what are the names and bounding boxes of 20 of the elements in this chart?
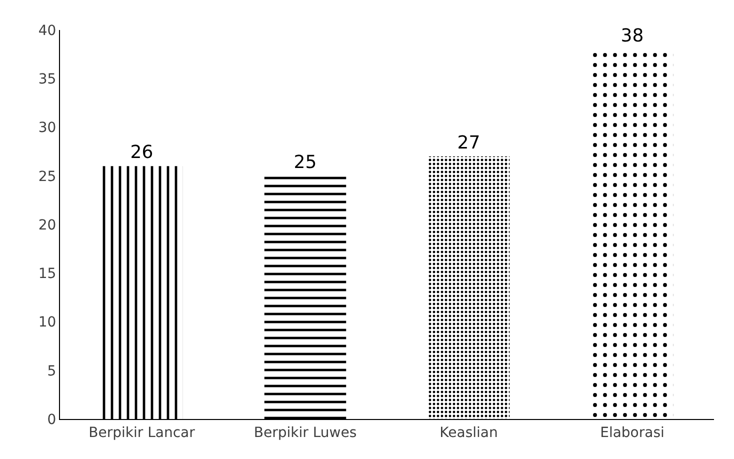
data-label: 25	[294, 152, 317, 173]
y-tick-label: 30	[38, 120, 56, 136]
y-tick-label: 15	[38, 266, 56, 282]
y-tick-label: 10	[38, 314, 56, 331]
x-tick-label: Berpikir Lancar	[88, 424, 196, 441]
x-tick-label: Keaslian	[440, 424, 498, 441]
bar	[100, 166, 183, 419]
bar	[264, 176, 346, 419]
bar	[428, 156, 510, 419]
x-tick-label: Berpikir Luwes	[254, 424, 357, 441]
data-label: 38	[620, 25, 644, 46]
data-label: 26	[130, 142, 154, 164]
y-tick-label: 20	[38, 217, 56, 234]
y-tick-label: 40	[38, 22, 56, 39]
y-tick-label: 35	[38, 72, 56, 88]
data-label: 27	[457, 132, 480, 154]
x-tick-label: Elaborasi	[600, 424, 664, 441]
y-tick-label: 0	[47, 412, 56, 428]
y-tick-label: 25	[38, 168, 56, 185]
y-tick-label: 5	[47, 363, 56, 380]
